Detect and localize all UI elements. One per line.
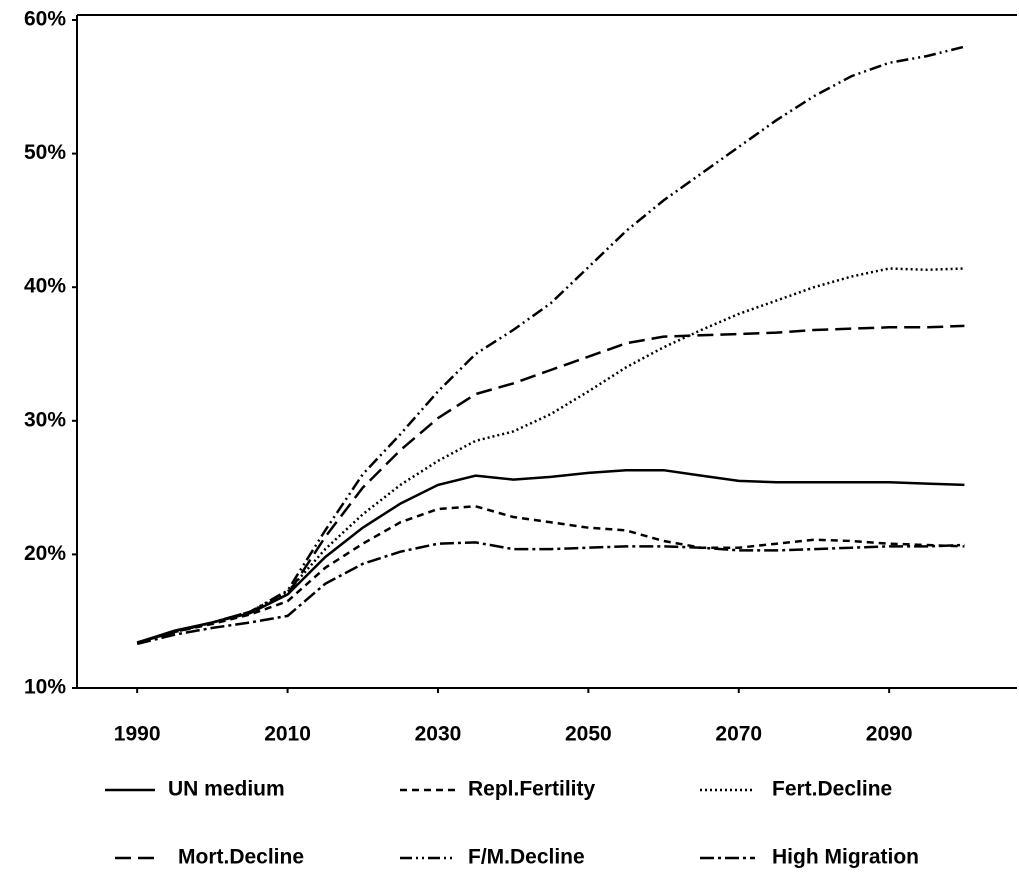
- series-line: [136, 468, 965, 644]
- y-tick-label: 60%: [24, 8, 66, 31]
- y-tick-label: 30%: [24, 408, 66, 431]
- x-tick-label: 2010: [264, 723, 311, 746]
- y-tick-label: 20%: [24, 542, 66, 565]
- series-line: [136, 505, 965, 644]
- x-tick-label: 2030: [415, 723, 462, 746]
- x-tick-label: 1990: [114, 723, 161, 746]
- legend-label: Fert.Decline: [772, 778, 892, 801]
- y-tick-label: 50%: [24, 141, 66, 164]
- legend-label: High Migration: [772, 846, 919, 869]
- series-line: [136, 267, 965, 644]
- legend-label: Mort.Decline: [178, 846, 304, 869]
- y-tick-label: 40%: [24, 275, 66, 298]
- series-line: [136, 45, 965, 644]
- y-tick-label: 10%: [24, 676, 66, 699]
- legend-label: UN medium: [168, 778, 285, 801]
- legend-label: Repl.Fertility: [468, 778, 596, 801]
- x-tick-label: 2070: [715, 723, 762, 746]
- x-tick-label: 2090: [866, 723, 913, 746]
- series-line: [136, 541, 965, 646]
- x-tick-label: 2050: [565, 723, 612, 746]
- series-line: [136, 324, 965, 644]
- legend-label: F/M.Decline: [468, 846, 585, 869]
